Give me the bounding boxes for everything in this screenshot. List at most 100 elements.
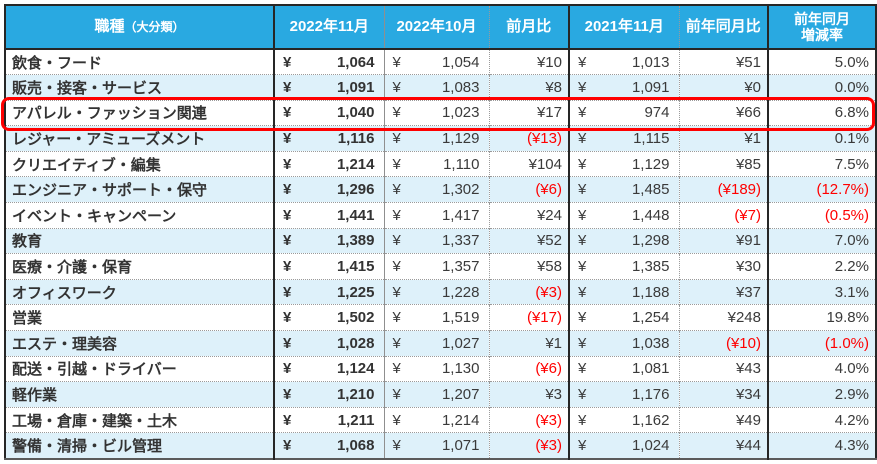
yoy-rate-cell: 3.1% [768, 278, 876, 305]
yen-symbol: ¥ [283, 53, 292, 71]
amount-value: 1,519 [441, 309, 480, 327]
yen-symbol: ¥ [578, 411, 587, 429]
header-row: 職種（大分類） 2022年11月 2022年10月 前月比 2021年11月 前… [5, 5, 876, 49]
amount-value: 1,024 [631, 436, 670, 454]
nov2022-value-cell: ¥1,040 [274, 99, 385, 126]
amount-value: 1,214 [336, 155, 375, 173]
nov2021-value-cell: ¥1,115 [569, 125, 680, 152]
yen-symbol: ¥ [392, 411, 401, 429]
job-category-cell: レジャー・アミューズメント [5, 125, 275, 152]
oct2022-value-cell: ¥1,054 [384, 49, 490, 75]
oct2022-value-cell: ¥1,417 [384, 202, 490, 229]
job-category-cell: イベント・キャンペーン [5, 202, 275, 229]
yen-symbol: ¥ [578, 283, 587, 301]
col-header-oct2022: 2022年10月 [384, 5, 490, 49]
mom-diff-cell: ¥104 [489, 150, 570, 177]
yen-symbol: ¥ [283, 309, 292, 327]
nov2022-value-cell: ¥1,415 [274, 253, 385, 280]
oct2022-value-cell: ¥1,023 [384, 99, 490, 126]
nov2022-value-cell: ¥1,116 [274, 125, 385, 152]
job-category-cell: 軽作業 [5, 381, 275, 408]
table-row: 販売・接客・サービス ¥1,091 ¥1,083 ¥8 ¥1,091 ¥0 0.0% [5, 74, 876, 101]
job-category-sub-label: （大分類） [124, 20, 185, 35]
col-header-yoy: 前年同月比 [679, 5, 769, 49]
amount-value: 1,162 [631, 411, 670, 429]
yen-symbol: ¥ [283, 258, 292, 276]
col-header-mom: 前月比 [489, 5, 570, 49]
amount-value: 1,071 [441, 436, 480, 454]
nov2022-value-cell: ¥1,441 [274, 202, 385, 229]
amount-value: 1,225 [336, 283, 375, 301]
table-row: 警備・清掃・ビル管理 ¥1,068 ¥1,071 (¥3) ¥1,024 ¥44 4.3% [5, 432, 876, 459]
yoy-rate-cell: 4.2% [768, 406, 876, 433]
mom-diff-cell: (¥17) [489, 304, 570, 331]
nov2022-value-cell: ¥1,064 [274, 49, 385, 75]
yoy-diff-cell: ¥66 [679, 99, 769, 126]
mom-diff-cell: ¥17 [489, 99, 570, 126]
mom-diff-cell: (¥6) [489, 176, 570, 203]
nov2021-value-cell: ¥1,385 [569, 253, 680, 280]
yoy-diff-cell: ¥91 [679, 227, 769, 254]
col-header-yoy-rate: 前年同月 増減率 [768, 5, 876, 49]
yen-symbol: ¥ [283, 283, 292, 301]
amount-value: 1,129 [631, 155, 670, 173]
amount-value: 1,417 [441, 206, 480, 224]
amount-value: 1,027 [441, 334, 480, 352]
yen-symbol: ¥ [578, 309, 587, 327]
yoy-diff-cell: ¥248 [679, 304, 769, 331]
yen-symbol: ¥ [392, 206, 401, 224]
oct2022-value-cell: ¥1,337 [384, 227, 490, 254]
amount-value: 1,502 [336, 309, 375, 327]
nov2022-value-cell: ¥1,124 [274, 355, 385, 382]
col-header-nov2022: 2022年11月 [274, 5, 385, 49]
yoy-rate-cell: 4.3% [768, 432, 876, 459]
job-category-cell: エステ・理美容 [5, 330, 275, 357]
yoy-diff-cell: ¥37 [679, 278, 769, 305]
amount-value: 1,254 [631, 309, 670, 327]
yen-symbol: ¥ [392, 155, 401, 173]
oct2022-value-cell: ¥1,071 [384, 432, 490, 459]
nov2022-value-cell: ¥1,028 [274, 330, 385, 357]
wage-table: 職種（大分類） 2022年11月 2022年10月 前月比 2021年11月 前… [4, 4, 877, 460]
amount-value: 1,115 [633, 130, 670, 148]
job-category-cell: 警備・清掃・ビル管理 [5, 432, 275, 459]
table-row: 教育 ¥1,389 ¥1,337 ¥52 ¥1,298 ¥91 7.0% [5, 227, 876, 254]
amount-value: 1,129 [441, 130, 480, 148]
nov2021-value-cell: ¥1,485 [569, 176, 680, 203]
table-row: エステ・理美容 ¥1,028 ¥1,027 ¥1 ¥1,038 (¥10) (1.0%) [5, 330, 876, 357]
mom-diff-cell: (¥3) [489, 432, 570, 459]
yen-symbol: ¥ [392, 334, 401, 352]
yoy-diff-cell: (¥10) [679, 330, 769, 357]
amount-value: 1,091 [631, 78, 670, 96]
amount-value: 1,385 [631, 258, 670, 276]
nov2021-value-cell: ¥1,081 [569, 355, 680, 382]
oct2022-value-cell: ¥1,129 [384, 125, 490, 152]
oct2022-value-cell: ¥1,083 [384, 74, 490, 101]
amount-value: 1,448 [631, 206, 670, 224]
yoy-rate-cell: (1.0%) [768, 330, 876, 357]
nov2022-value-cell: ¥1,210 [274, 381, 385, 408]
oct2022-value-cell: ¥1,027 [384, 330, 490, 357]
nov2022-value-cell: ¥1,225 [274, 278, 385, 305]
job-category-cell: 販売・接客・サービス [5, 74, 275, 101]
nov2021-value-cell: ¥1,188 [569, 278, 680, 305]
amount-value: 1,210 [336, 386, 375, 404]
yoy-rate-cell: 7.5% [768, 150, 876, 177]
yen-symbol: ¥ [578, 181, 587, 199]
yen-symbol: ¥ [283, 181, 292, 199]
yen-symbol: ¥ [578, 104, 587, 122]
yoy-diff-cell: ¥34 [679, 381, 769, 408]
amount-value: 1,176 [631, 386, 670, 404]
nov2021-value-cell: ¥1,091 [569, 74, 680, 101]
amount-value: 1,124 [336, 360, 375, 378]
yen-symbol: ¥ [283, 386, 292, 404]
job-category-cell: 配送・引越・ドライバー [5, 355, 275, 382]
nov2022-value-cell: ¥1,068 [274, 432, 385, 459]
amount-value: 1,441 [336, 206, 375, 224]
nov2022-value-cell: ¥1,502 [274, 304, 385, 331]
oct2022-value-cell: ¥1,302 [384, 176, 490, 203]
nov2021-value-cell: ¥1,013 [569, 49, 680, 75]
yoy-diff-cell: (¥189) [679, 176, 769, 203]
oct2022-value-cell: ¥1,228 [384, 278, 490, 305]
amount-value: 1,485 [631, 181, 670, 199]
